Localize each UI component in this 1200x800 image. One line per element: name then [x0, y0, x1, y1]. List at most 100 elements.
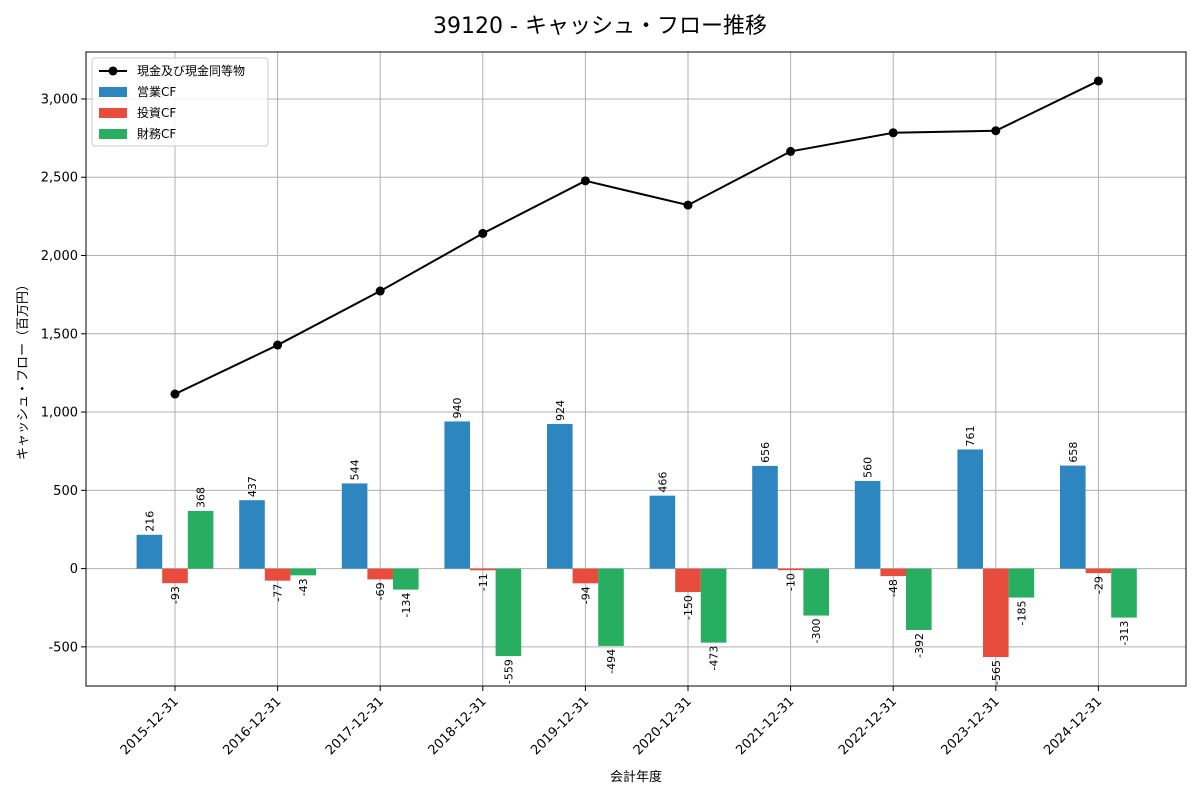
- bar-value-label: -77: [272, 584, 285, 602]
- bar-value-label: -313: [1118, 621, 1131, 646]
- cash-balance-point: [683, 200, 693, 210]
- legend-label: 現金及び現金同等物: [137, 63, 245, 78]
- bar-1: [341, 483, 368, 569]
- bar-value-label: -494: [605, 649, 618, 674]
- bar-value-label: 924: [554, 400, 567, 421]
- cash-balance-point: [580, 176, 590, 186]
- bar-value-label: -94: [579, 586, 592, 604]
- legend-frame: [91, 57, 269, 147]
- bar-3: [290, 568, 316, 576]
- bar-3: [187, 510, 214, 569]
- bar-3: [803, 568, 829, 616]
- bar-value-label: 544: [349, 459, 362, 480]
- bar-value-label: -93: [169, 586, 182, 604]
- axis-layer: -500 0 500 1,000 1,500 2,000 2,500 3,000 2015-12…: [41, 92, 1105, 758]
- bar-2: [572, 568, 599, 584]
- bar-1: [444, 421, 470, 569]
- cash-balance-point: [170, 389, 180, 399]
- bar-2: [983, 568, 1009, 658]
- bar-value-label: -43: [297, 578, 310, 596]
- cash-balance-line: [174, 80, 1099, 395]
- line-layer: [170, 76, 1103, 399]
- bar-1: [1060, 465, 1086, 569]
- bar-3: [906, 568, 932, 630]
- x-tick-label: 2024-12-31: [1041, 694, 1105, 758]
- bar-value-label: 656: [759, 442, 772, 463]
- bar-value-label: -10: [785, 573, 798, 591]
- legend-label: 財務CF: [137, 126, 176, 141]
- plot-frame: [85, 51, 1187, 687]
- legend-marker-swatch: [108, 66, 118, 76]
- x-tick-label: 2023-12-31: [939, 694, 1003, 758]
- bar-value-label: -559: [502, 659, 515, 684]
- bar-1: [547, 423, 573, 569]
- bar-value-label: -150: [682, 595, 695, 620]
- bar-value-label: -29: [1092, 576, 1105, 594]
- legend-bar-swatch: [99, 87, 127, 97]
- bar-value-label: -134: [400, 593, 413, 618]
- y-tick-label: 1,000: [41, 406, 78, 421]
- y-tick-label: 0: [70, 562, 78, 577]
- bar-1: [957, 449, 983, 569]
- bar-value-label: 658: [1067, 442, 1080, 463]
- cash-balance-point: [888, 128, 898, 138]
- bar-1: [136, 534, 163, 569]
- y-tick-label: 500: [53, 484, 78, 499]
- x-tick-label: 2022-12-31: [836, 694, 900, 758]
- x-tick-label: 2020-12-31: [631, 694, 695, 758]
- x-tick-label: 2018-12-31: [426, 694, 490, 758]
- legend-label: 投資CF: [137, 105, 176, 120]
- bar-value-label: 216: [143, 511, 156, 532]
- bar-value-label: 761: [964, 425, 977, 446]
- bar-3: [598, 568, 624, 646]
- bar-value-label: -11: [477, 573, 490, 591]
- bar-2: [264, 568, 291, 581]
- x-tick-label: 2021-12-31: [733, 694, 797, 758]
- x-axis-label: 会計年度: [610, 769, 662, 785]
- bar-2: [162, 568, 188, 584]
- cash-balance-point: [478, 228, 488, 238]
- bar-1: [854, 480, 881, 569]
- y-axis-label: キャッシュ・フロー（百万円）: [16, 278, 31, 460]
- bar-value-label: -185: [1015, 601, 1028, 626]
- bar-3: [495, 568, 522, 657]
- bar-value-label: 940: [451, 397, 464, 418]
- bar-value-label: 560: [862, 457, 875, 478]
- bar-layer: [136, 421, 1137, 658]
- bar-2: [367, 568, 393, 580]
- legend-label: 営業CF: [137, 85, 176, 99]
- cash-balance-point: [991, 126, 1001, 136]
- bar-2: [675, 568, 701, 593]
- bar-3: [1111, 568, 1137, 618]
- y-tick-label: 2,500: [41, 171, 78, 186]
- cash-balance-point: [273, 340, 283, 350]
- legend-bar-swatch: [99, 129, 127, 139]
- bar-value-label: -300: [810, 619, 823, 644]
- bar-2: [777, 568, 804, 571]
- bar-1: [649, 495, 676, 569]
- bar-2: [880, 568, 906, 577]
- y-tick-label: 2,000: [41, 249, 78, 264]
- cash-balance-point: [375, 286, 385, 296]
- cash-balance-point: [1093, 76, 1103, 86]
- cash-balance-point: [786, 146, 796, 156]
- bar-value-label: -69: [374, 582, 387, 600]
- bar-value-label: -473: [708, 646, 721, 671]
- bar-value-label: 437: [246, 476, 259, 497]
- bar-value-label: -392: [913, 633, 926, 658]
- bar-value-label: -565: [990, 660, 1003, 685]
- x-tick-label: 2015-12-31: [118, 694, 182, 758]
- y-tick-label: 3,000: [41, 92, 78, 107]
- x-tick-label: 2016-12-31: [220, 694, 284, 758]
- bar-2: [1085, 568, 1112, 574]
- legend-bar-swatch: [99, 108, 127, 118]
- x-tick-label: 2019-12-31: [528, 694, 592, 758]
- x-tick-label: 2017-12-31: [323, 694, 387, 758]
- bar-1: [752, 465, 778, 569]
- y-tick-label: 1,500: [41, 327, 78, 342]
- bar-value-label: 368: [195, 487, 208, 508]
- chart-title: 39120 - キャッシュ・フロー推移: [433, 14, 767, 39]
- y-tick-label: -500: [48, 640, 78, 655]
